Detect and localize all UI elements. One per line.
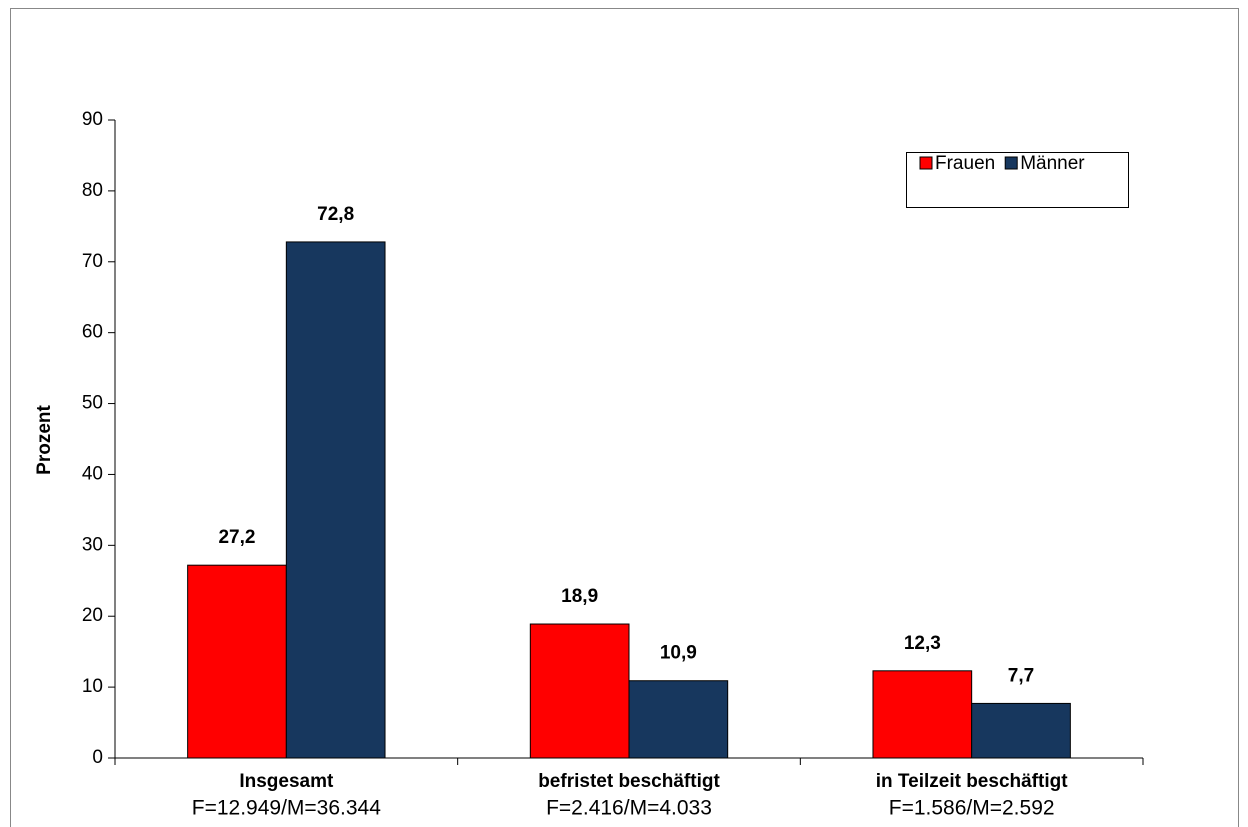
- x-tick-label: in Teilzeit beschäftigt: [876, 771, 1068, 792]
- y-tick-label: 50: [82, 393, 103, 414]
- y-tick-label: 40: [82, 463, 103, 484]
- bar: [187, 564, 287, 759]
- y-axis-label: Prozent: [34, 404, 55, 474]
- y-tick-label: 80: [82, 180, 103, 201]
- value-label: 18,9: [561, 586, 598, 607]
- y-tick-label: 30: [82, 534, 103, 555]
- x-tick-label: befristet beschäftigt: [538, 771, 720, 792]
- y-tick-label: 0: [92, 747, 103, 768]
- bar: [971, 702, 1071, 759]
- y-tick-label: 60: [82, 322, 103, 343]
- bar: [529, 623, 630, 759]
- x-tick-note: F=12.949/M=36.344: [192, 797, 381, 820]
- value-label: 27,2: [218, 527, 255, 548]
- legend-label: Frauen: [935, 153, 995, 174]
- legend-swatch: [919, 156, 933, 170]
- y-tick-label: 90: [82, 109, 103, 130]
- value-label: 10,9: [660, 643, 697, 664]
- y-tick-label: 20: [82, 605, 103, 626]
- value-label: 72,8: [317, 204, 354, 225]
- bar: [628, 680, 729, 759]
- legend-swatch: [1004, 156, 1018, 170]
- value-label: 12,3: [904, 633, 941, 654]
- x-tick-note: F=2.416/M=4.033: [546, 797, 712, 820]
- y-tick-label: 70: [82, 251, 103, 272]
- legend-label: Männer: [1020, 153, 1085, 174]
- bar: [285, 241, 386, 759]
- x-tick-label: Insgesamt: [239, 771, 334, 792]
- bar: [872, 670, 973, 759]
- value-label: 7,7: [1008, 665, 1034, 686]
- x-tick-note: F=1.586/M=2.592: [889, 797, 1055, 820]
- y-tick-label: 10: [82, 676, 103, 697]
